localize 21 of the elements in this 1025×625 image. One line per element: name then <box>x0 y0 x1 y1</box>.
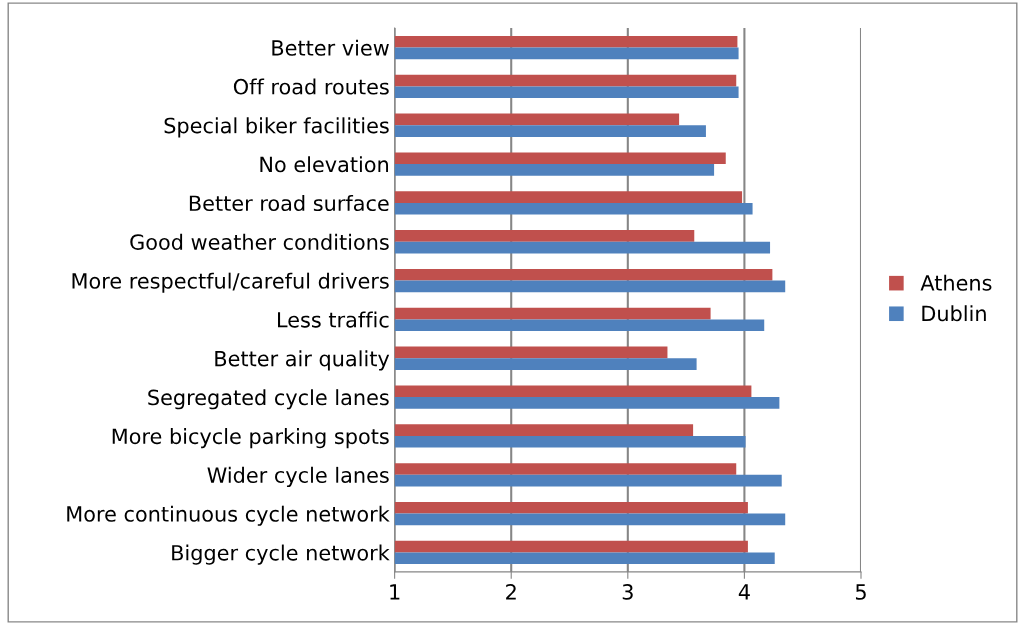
y-tick-label: No elevation <box>260 156 388 173</box>
y-tick-label: More bicycle parking spots <box>112 428 389 449</box>
x-tick-label: 4 <box>738 584 750 600</box>
y-tick-label: Better air quality <box>215 350 390 371</box>
y-tick-label: Bigger cycle network <box>172 544 390 565</box>
y-tick-label: Segregated cycle lanes <box>148 389 389 410</box>
x-tick-label: 1 <box>390 584 400 600</box>
x-tick-label: 2 <box>506 584 516 600</box>
y-tick-label: More respectful/careful drivers <box>72 272 389 293</box>
y-tick-label: Off road routes <box>233 78 389 95</box>
y-tick-label: Better view <box>272 39 389 56</box>
legend-label: Dublin <box>922 305 986 322</box>
x-tick-label: 3 <box>622 584 633 600</box>
y-tick-label: Better road surface <box>189 194 389 212</box>
x-tick-label: 5 <box>855 584 866 600</box>
y-tick-label: More continuous cycle network <box>67 505 390 526</box>
y-tick-label: Good weather conditions <box>130 233 389 250</box>
y-tick-label: Less traffic <box>278 311 389 328</box>
y-tick-label: Wider cycle lanes <box>207 466 389 488</box>
legend-label: Athens <box>920 274 992 291</box>
y-tick-label: Special biker facilities <box>164 117 389 138</box>
